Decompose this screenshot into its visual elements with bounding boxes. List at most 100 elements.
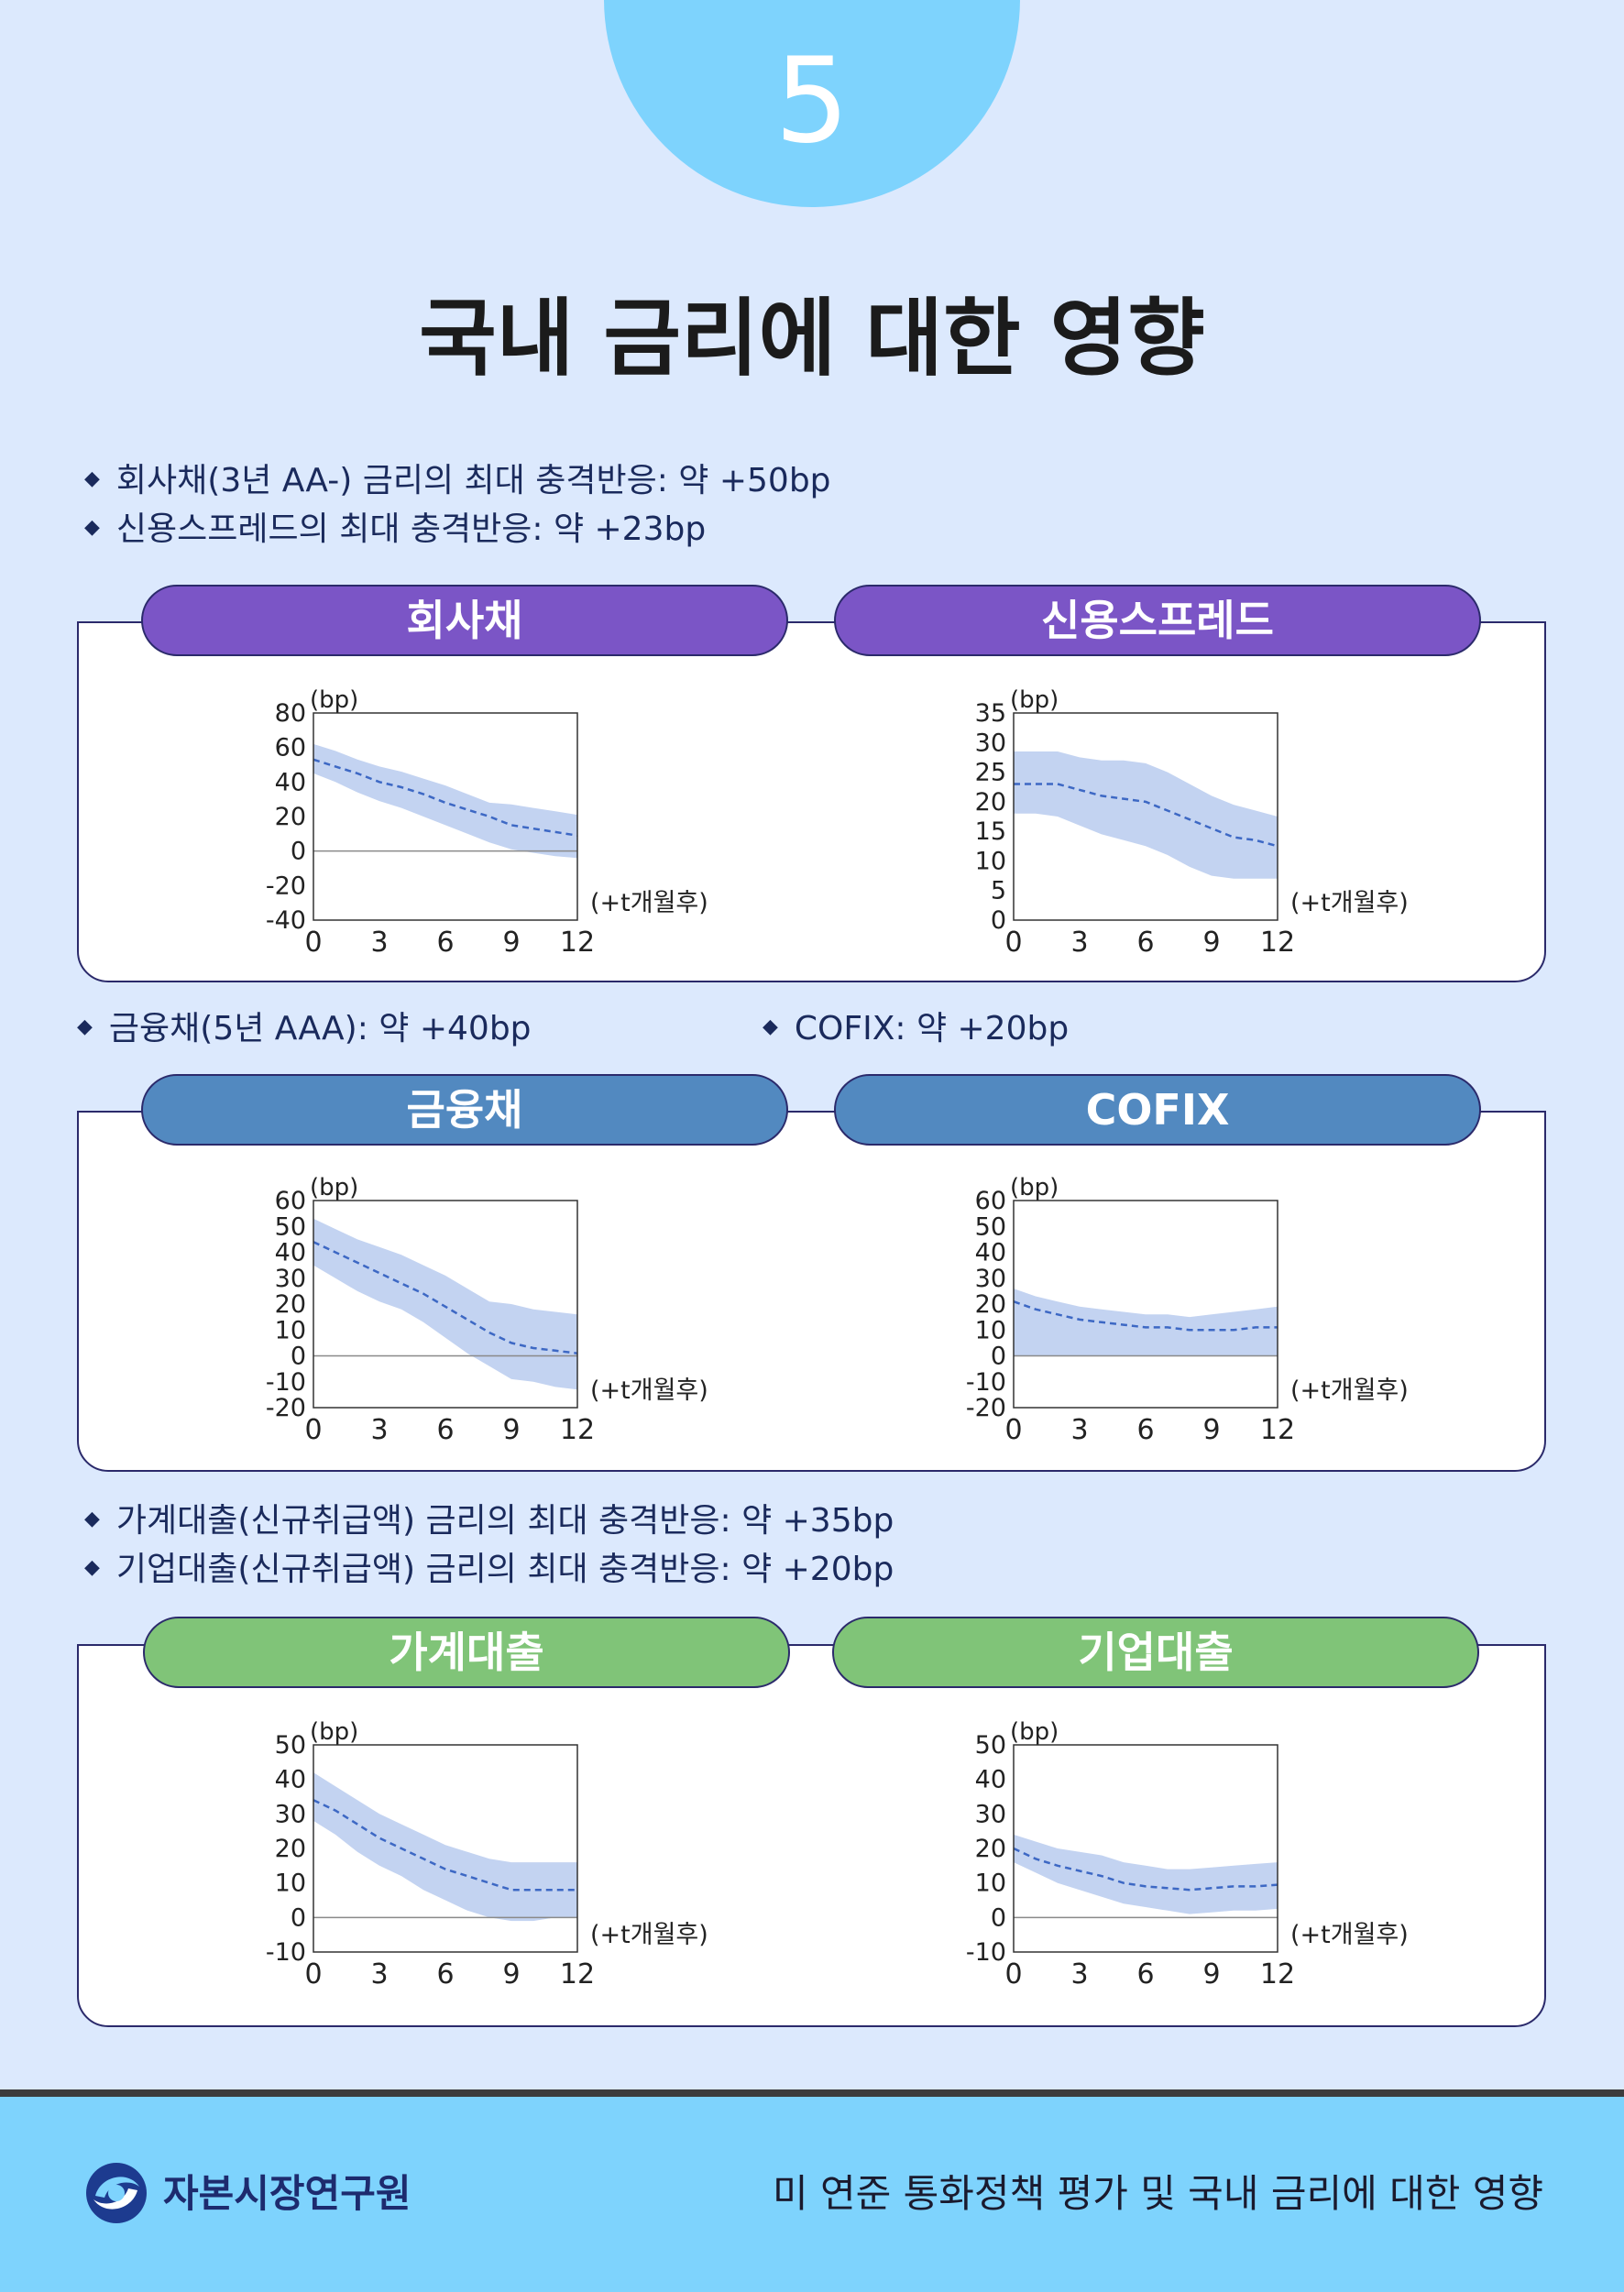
- diamond-bullet-icon: ◆: [84, 1508, 100, 1530]
- y-tick-label: 0: [291, 1903, 306, 1932]
- confidence-band: [313, 1772, 577, 1922]
- y-tick-label: -10: [966, 1368, 1006, 1397]
- x-tick-label: 0: [1004, 927, 1022, 959]
- y-tick-label: 40: [975, 1766, 1006, 1794]
- x-axis-label: (+t개월후): [590, 1921, 708, 1949]
- x-tick-label: 3: [370, 927, 388, 959]
- footer-logo-text: 자본시장연구원: [163, 2171, 411, 2216]
- kcmi-logo-icon: [86, 2163, 147, 2223]
- y-tick-label: 10: [975, 1316, 1006, 1344]
- y-tick-label: 30: [975, 729, 1006, 757]
- bullet-item: ◆ 신용스프레드의 최대 충격반응: 약 +23bp: [84, 507, 706, 554]
- y-tick-label: 60: [975, 1187, 1006, 1215]
- x-tick-label: 12: [1260, 1958, 1295, 1990]
- y-tick-label: -40: [266, 906, 306, 935]
- y-tick-label: -20: [266, 872, 306, 900]
- plot-frame: [1013, 1200, 1278, 1409]
- y-tick-label: 50: [975, 1731, 1006, 1760]
- y-tick-label: 20: [275, 1290, 306, 1319]
- x-tick-label: 6: [436, 927, 454, 959]
- median-line: [313, 758, 578, 837]
- y-tick-label: 5: [991, 877, 1006, 905]
- y-tick-label: 20: [275, 1835, 306, 1863]
- median-line: [313, 1241, 578, 1354]
- plot-frame: [313, 1200, 578, 1409]
- y-tick-label: -10: [266, 1368, 306, 1397]
- x-tick-label: 12: [560, 1958, 595, 1990]
- x-tick-label: 0: [304, 1414, 322, 1446]
- x-tick-label: 0: [1004, 1414, 1022, 1446]
- y-tick-label: 10: [275, 1870, 306, 1898]
- confidence-band: [1014, 1834, 1278, 1914]
- x-tick-label: 12: [560, 927, 595, 959]
- x-tick-label: 3: [1070, 1958, 1088, 1990]
- chart-label-credit-spread: 신용스프레드: [834, 585, 1481, 656]
- chart-label-cofix: COFIX: [834, 1074, 1481, 1146]
- x-tick-label: 9: [1202, 1414, 1220, 1446]
- diamond-bullet-icon: ◆: [77, 1015, 93, 1038]
- x-tick-label: 9: [1202, 927, 1220, 959]
- unit-label: (bp): [310, 1718, 358, 1746]
- y-tick-label: 60: [275, 734, 306, 762]
- chart-panel-3: [77, 1644, 1546, 2027]
- y-tick-label: 10: [275, 1316, 306, 1344]
- y-tick-label: 20: [975, 1835, 1006, 1863]
- x-tick-label: 3: [1070, 927, 1088, 959]
- y-tick-label: 40: [975, 1239, 1006, 1267]
- y-tick-label: 30: [275, 1265, 306, 1293]
- x-tick-label: 6: [1136, 1958, 1154, 1990]
- chart-panel-1: [77, 621, 1546, 982]
- x-tick-label: 3: [370, 1414, 388, 1446]
- median-line: [313, 1799, 577, 1892]
- plot-frame: [313, 1744, 578, 1953]
- y-tick-label: 10: [975, 847, 1006, 875]
- x-tick-label: 9: [502, 927, 520, 959]
- y-tick-label: 0: [991, 1343, 1006, 1371]
- x-tick-label: 6: [1136, 1414, 1154, 1446]
- chart-label-household-loan: 가계대출: [143, 1617, 790, 1688]
- y-tick-label: -20: [266, 1394, 306, 1422]
- x-tick-label: 9: [502, 1414, 520, 1446]
- y-tick-label: 20: [975, 788, 1006, 817]
- bullet-item: ◆ 기업대출(신규취급액) 금리의 최대 충격반응: 약 +20bp: [84, 1547, 894, 1594]
- footer-divider: [0, 2089, 1624, 2097]
- y-tick-label: 0: [991, 1903, 1006, 1932]
- y-tick-label: 20: [275, 803, 306, 831]
- y-tick-label: 0: [291, 838, 306, 866]
- y-tick-label: 50: [275, 1212, 306, 1241]
- median-line: [1013, 1300, 1278, 1332]
- y-tick-label: 15: [975, 817, 1006, 846]
- x-axis-label: (+t개월후): [1290, 889, 1409, 917]
- page-number: 5: [774, 33, 850, 170]
- confidence-band: [313, 1218, 577, 1390]
- y-tick-label: -20: [966, 1394, 1006, 1422]
- x-tick-label: 0: [304, 1958, 322, 1990]
- chart-label-corporate-bond: 회사채: [141, 585, 788, 656]
- plot-frame: [313, 712, 578, 921]
- y-tick-label: 80: [275, 699, 306, 728]
- x-tick-label: 9: [502, 1958, 520, 1990]
- median-line: [1013, 1847, 1278, 1892]
- unit-label: (bp): [1010, 1174, 1059, 1201]
- x-tick-label: 12: [1260, 927, 1295, 959]
- bullet-item: ◆ 회사채(3년 AA-) 금리의 최대 충격반응: 약 +50bp: [84, 458, 831, 505]
- confidence-band: [1014, 751, 1278, 879]
- x-tick-label: 9: [1202, 1958, 1220, 1990]
- y-tick-label: 30: [975, 1800, 1006, 1828]
- y-tick-label: 30: [275, 1800, 306, 1828]
- y-tick-label: -10: [266, 1938, 306, 1967]
- chart-label-financial-bond: 금융채: [141, 1074, 788, 1146]
- y-tick-label: 25: [975, 759, 1006, 787]
- unit-label: (bp): [1010, 1718, 1059, 1746]
- diamond-bullet-icon: ◆: [84, 1556, 100, 1579]
- y-tick-label: 60: [275, 1187, 306, 1215]
- x-tick-label: 6: [436, 1414, 454, 1446]
- diamond-bullet-icon: ◆: [763, 1015, 778, 1038]
- footer: [0, 2097, 1624, 2292]
- chart-panel-2: [77, 1111, 1546, 1472]
